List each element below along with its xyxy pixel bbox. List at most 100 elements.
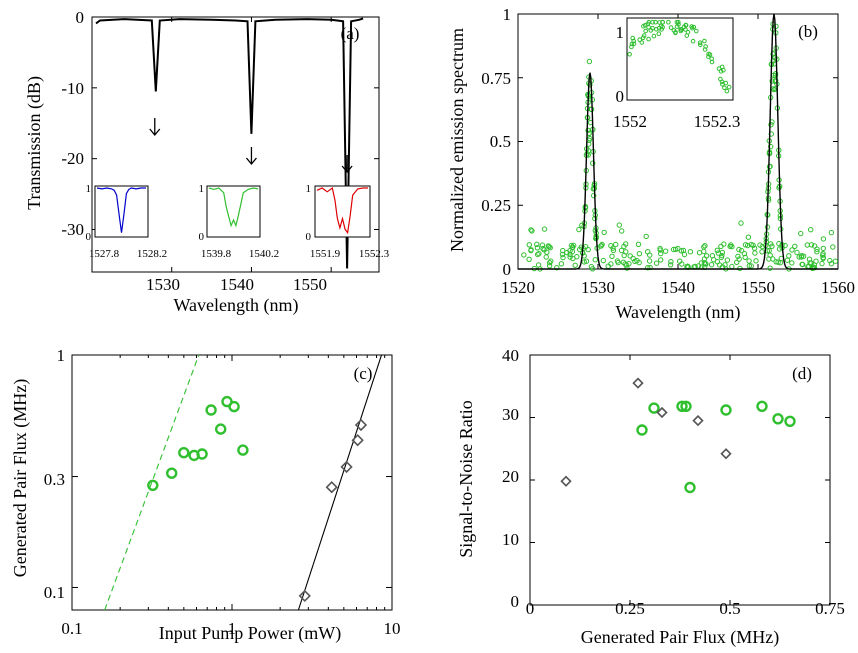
emission-point xyxy=(647,259,651,263)
panel-c-ytick-label: 0.3 xyxy=(44,470,65,489)
panel-a-xlabel: Wavelength (nm) xyxy=(173,295,298,316)
panel-d-label: (d) xyxy=(792,364,812,383)
inset-blue-xtick: 1528.2 xyxy=(137,248,167,260)
emission-point xyxy=(628,254,632,258)
data-point-circle xyxy=(638,426,647,435)
emission-point xyxy=(790,261,794,265)
inset-b-ytick: 1 xyxy=(616,23,625,42)
panel-b-xtick-label: 1550 xyxy=(741,278,775,297)
data-point-diamond xyxy=(562,477,571,486)
panel-d-ytick-label: 40 xyxy=(502,346,519,365)
emission-point xyxy=(542,248,546,252)
emission-point xyxy=(617,223,621,227)
panel-d-xtick-label: 0.5 xyxy=(719,599,740,618)
inset-b-xtick: 1552.3 xyxy=(694,112,741,131)
emission-point xyxy=(669,260,673,264)
panel-d-xtick-label: 0.75 xyxy=(815,599,845,618)
panel-d-xtick-label: 0 xyxy=(526,599,535,618)
panel-d-ytick-label: 30 xyxy=(502,405,519,424)
emission-point xyxy=(654,261,658,265)
emission-point xyxy=(753,251,757,255)
emission-point xyxy=(610,254,614,258)
data-point-diamond xyxy=(634,379,643,388)
panel-b-xtick-label: 1520 xyxy=(501,278,535,297)
panel-a-xtick-label: 1550 xyxy=(293,275,327,294)
panel-c-xlabel: Input Pump Power (mW) xyxy=(159,623,341,644)
panel-c: 0.1 1 10 0.1 0.3 1 Input Pump Power (mW)… xyxy=(10,346,401,644)
data-point-circle xyxy=(774,414,783,423)
emission-point xyxy=(697,251,701,255)
panel-a-label: (a) xyxy=(341,24,360,43)
panel-c-ylabel: Generated Pair Flux (MHz) xyxy=(10,379,31,577)
panel-d-ytick-label: 0 xyxy=(511,592,520,611)
inset-red-xtick: 1552.3 xyxy=(359,248,390,260)
data-point-circle xyxy=(230,402,239,411)
inset-red-ytick: 1 xyxy=(306,183,312,195)
data-point-circle xyxy=(238,446,247,455)
inset-green-ytick: 0 xyxy=(199,231,205,243)
panel-b-ytick-label: 1 xyxy=(503,5,512,24)
fit-line-solid xyxy=(298,355,381,610)
inset-blue-ytick: 1 xyxy=(86,183,92,195)
emission-point xyxy=(793,244,797,248)
emission-point xyxy=(709,263,713,267)
panel-b-ylabel: Normalized emission spectrum xyxy=(447,28,467,252)
panel-b-ytick-label: 0.5 xyxy=(490,132,511,151)
emission-point xyxy=(821,237,825,241)
panel-d-marks xyxy=(530,355,830,605)
inset-blue-xtick: 1527.8 xyxy=(89,248,120,260)
panel-b-xtick-label: 1560 xyxy=(821,278,855,297)
panel-d-ytick-label: 20 xyxy=(502,467,519,486)
emission-point xyxy=(702,249,706,253)
panel-c-ytick-label: 1 xyxy=(57,346,66,365)
panel-b-marks xyxy=(518,14,838,271)
emission-point xyxy=(746,235,750,239)
panel-d-xtick-label: 0.25 xyxy=(615,599,645,618)
emission-point xyxy=(787,254,791,258)
emission-point xyxy=(820,261,824,265)
emission-point xyxy=(730,264,734,268)
emission-point xyxy=(809,228,813,232)
panel-b-xtick-label: 1540 xyxy=(661,278,695,297)
panel-b-xtick-label: 1530 xyxy=(581,278,615,297)
data-point-diamond xyxy=(327,482,337,492)
emission-point xyxy=(747,259,751,263)
emission-point xyxy=(725,258,729,262)
panel-c-xtick-label: 10 xyxy=(384,619,401,638)
emission-point xyxy=(821,246,825,250)
inset-b-ytick: 0 xyxy=(616,87,625,106)
emission-point xyxy=(602,230,606,234)
emission-point xyxy=(614,242,618,246)
emission-point xyxy=(735,260,739,264)
panel-d-axes-box xyxy=(530,355,830,605)
emission-point xyxy=(637,252,641,256)
data-point-circle xyxy=(686,483,695,492)
emission-point xyxy=(831,245,835,249)
panel-a-xtick-label: 1540 xyxy=(220,275,254,294)
data-point-circle xyxy=(216,425,225,434)
data-point-circle xyxy=(650,404,659,413)
data-point-circle xyxy=(179,448,188,457)
emission-point xyxy=(760,250,764,254)
inset-green-xtick: 1540.2 xyxy=(249,248,279,260)
data-point-diamond xyxy=(694,416,703,425)
emission-point xyxy=(593,258,597,262)
panel-c-ytick-label: 0.1 xyxy=(44,583,65,602)
panel-c-xtick-label: 0.1 xyxy=(61,619,82,638)
emission-point xyxy=(544,255,548,259)
emission-point xyxy=(545,250,549,254)
panel-a-marks xyxy=(92,17,379,272)
emission-point xyxy=(648,253,652,257)
emission-point xyxy=(663,249,667,253)
emission-point xyxy=(715,248,719,252)
emission-point xyxy=(795,250,799,254)
emission-point xyxy=(537,251,541,255)
panel-c-label: (c) xyxy=(354,364,373,383)
emission-point xyxy=(527,243,531,247)
panel-a-ytick-label: -10 xyxy=(61,79,84,98)
data-point-diamond xyxy=(300,591,310,601)
data-point-circle xyxy=(167,469,176,478)
inset-b-xtick: 1552 xyxy=(613,112,647,131)
panel-b-label: (b) xyxy=(798,22,818,41)
emission-point xyxy=(688,250,692,254)
